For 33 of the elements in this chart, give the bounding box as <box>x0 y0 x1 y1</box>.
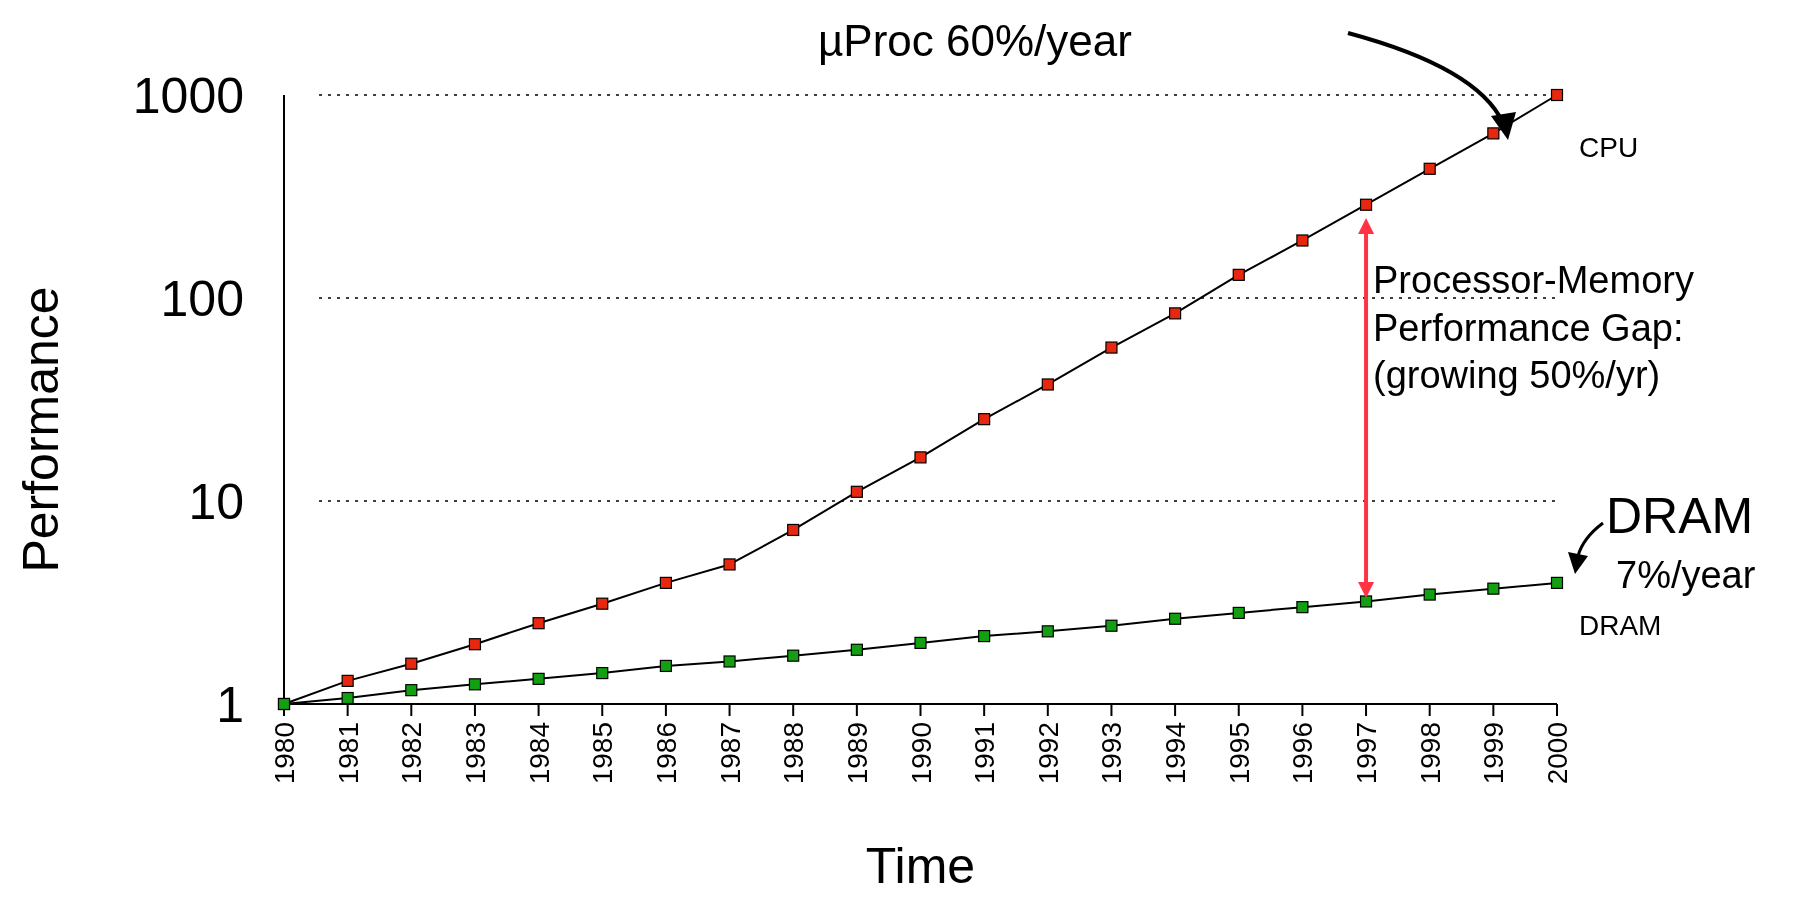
y-axis-title: Performance <box>13 286 69 573</box>
x-tick-label: 1990 <box>905 722 937 785</box>
x-tick-label: 1982 <box>396 722 428 785</box>
y-tick-label: 100 <box>160 270 244 327</box>
text: DRAM <box>1606 488 1754 544</box>
series-label: CPU <box>1579 132 1639 163</box>
x-tick-label: 1981 <box>332 722 364 785</box>
x-tick-label: 1995 <box>1223 722 1255 785</box>
x-tick-label: 1989 <box>841 722 873 785</box>
series-label: DRAM <box>1579 609 1662 641</box>
x-tick-label: 1985 <box>587 722 619 785</box>
x-tick-label: 1994 <box>1160 722 1192 785</box>
x-tick-label: 2000 <box>1542 722 1573 785</box>
x-tick-label: 1991 <box>969 722 1001 785</box>
x-tick-label: 1987 <box>714 722 746 785</box>
x-tick-label: 1988 <box>778 722 810 785</box>
x-tick-label: 1984 <box>523 722 555 785</box>
y-tick-label: 10 <box>188 473 244 530</box>
text: µProc 60%/year <box>818 16 1132 65</box>
annotation: Processor-Memory Performance Gap: (growing 50%/yr) <box>1373 259 1694 396</box>
x-tick-label: 1993 <box>1096 722 1128 785</box>
x-tick-label: 1998 <box>1414 722 1446 785</box>
y-tick-label: 1000 <box>132 67 244 124</box>
x-axis-title: Time <box>865 838 976 894</box>
x-tick-label: 1997 <box>1351 722 1383 785</box>
x-tick-label: 1986 <box>650 722 682 785</box>
x-tick-label: 1980 <box>269 722 300 785</box>
x-tick-label: 1999 <box>1478 722 1510 785</box>
y-tick-label: 1 <box>216 676 244 733</box>
x-tick-label: 1992 <box>1032 722 1064 785</box>
x-tick-label: 1983 <box>459 722 491 785</box>
x-tick-label: 1996 <box>1287 722 1319 785</box>
text: 7%/year <box>1616 554 1756 596</box>
